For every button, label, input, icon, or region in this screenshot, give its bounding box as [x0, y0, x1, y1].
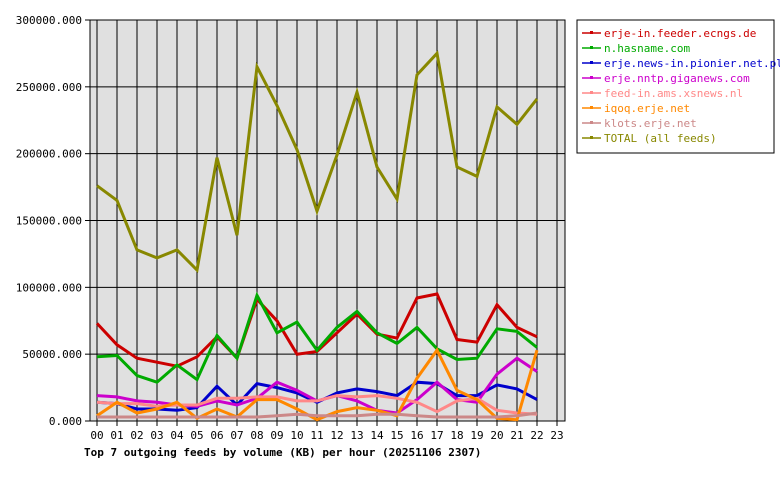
y-tick-label: 250000.000 — [16, 81, 82, 94]
series-line — [96, 347, 539, 422]
x-axis: 00 01 02 03 04 05 06 07 08 09 10 11 12 13 14 15 16 17 18 19… — [90, 421, 564, 442]
x-tick-label: 09 — [270, 429, 283, 442]
y-tick-label: 100000.000 — [16, 281, 82, 294]
x-tick-label: 08 — [250, 429, 263, 442]
legend-item: TOTAL (all feeds) — [604, 132, 717, 145]
x-tick-label: 14 — [370, 429, 384, 442]
y-tick-label: 150000.000 — [16, 215, 82, 228]
y-tick-label: 300000.000 — [16, 14, 82, 27]
legend-item: n.hasname.com — [604, 42, 690, 55]
legend-item: iqoq.erje.net — [604, 102, 690, 115]
x-tick-label: 22 — [530, 429, 543, 442]
x-tick-label: 11 — [310, 429, 323, 442]
legend-item: feed-in.ams.xsnews.nl — [604, 87, 743, 100]
x-tick-label: 01 — [110, 429, 123, 442]
x-tick-label: 04 — [170, 429, 184, 442]
legend: erje-in.feeder.ecngs.de n.hasname.com erje… — [576, 19, 780, 154]
x-tick-label: 15 — [390, 429, 403, 442]
x-tick-label: 18 — [450, 429, 463, 442]
x-tick-label: 17 — [430, 429, 443, 442]
legend-item: erje.nntp.giganews.com — [604, 72, 750, 85]
legend-item: erje-in.feeder.ecngs.de — [604, 27, 756, 40]
x-tick-label: 13 — [350, 429, 363, 442]
series-line — [97, 411, 538, 419]
x-tick-label: 16 — [410, 429, 423, 442]
x-tick-label: 20 — [490, 429, 503, 442]
x-tick-label: 10 — [290, 429, 303, 442]
x-tick-label: 12 — [330, 429, 343, 442]
x-tick-label: 06 — [210, 429, 223, 442]
y-tick-label: 0.000 — [49, 415, 82, 428]
x-tick-label: 19 — [470, 429, 483, 442]
series-line — [96, 291, 538, 384]
x-tick-label: 05 — [190, 429, 203, 442]
x-tick-label: 07 — [230, 429, 243, 442]
chart-title: Top 7 outgoing feeds by volume (KB) per … — [84, 446, 481, 459]
y-axis: 0.000 50000.000 100000.000 150000.000 200000… — [16, 14, 90, 428]
x-tick-label: 21 — [510, 429, 523, 442]
x-tick-label: 23 — [550, 429, 563, 442]
x-tick-label: 00 — [90, 429, 103, 442]
x-tick-label: 02 — [130, 429, 143, 442]
legend-item: klots.erje.net — [604, 117, 697, 130]
y-tick-label: 50000.000 — [22, 348, 82, 361]
series-line — [96, 50, 539, 274]
x-tick-label: 03 — [150, 429, 163, 442]
series-lines — [95, 50, 539, 422]
legend-item: erje.news-in.pionier.net.pl — [604, 57, 780, 70]
y-tick-label: 200000.000 — [16, 148, 82, 161]
